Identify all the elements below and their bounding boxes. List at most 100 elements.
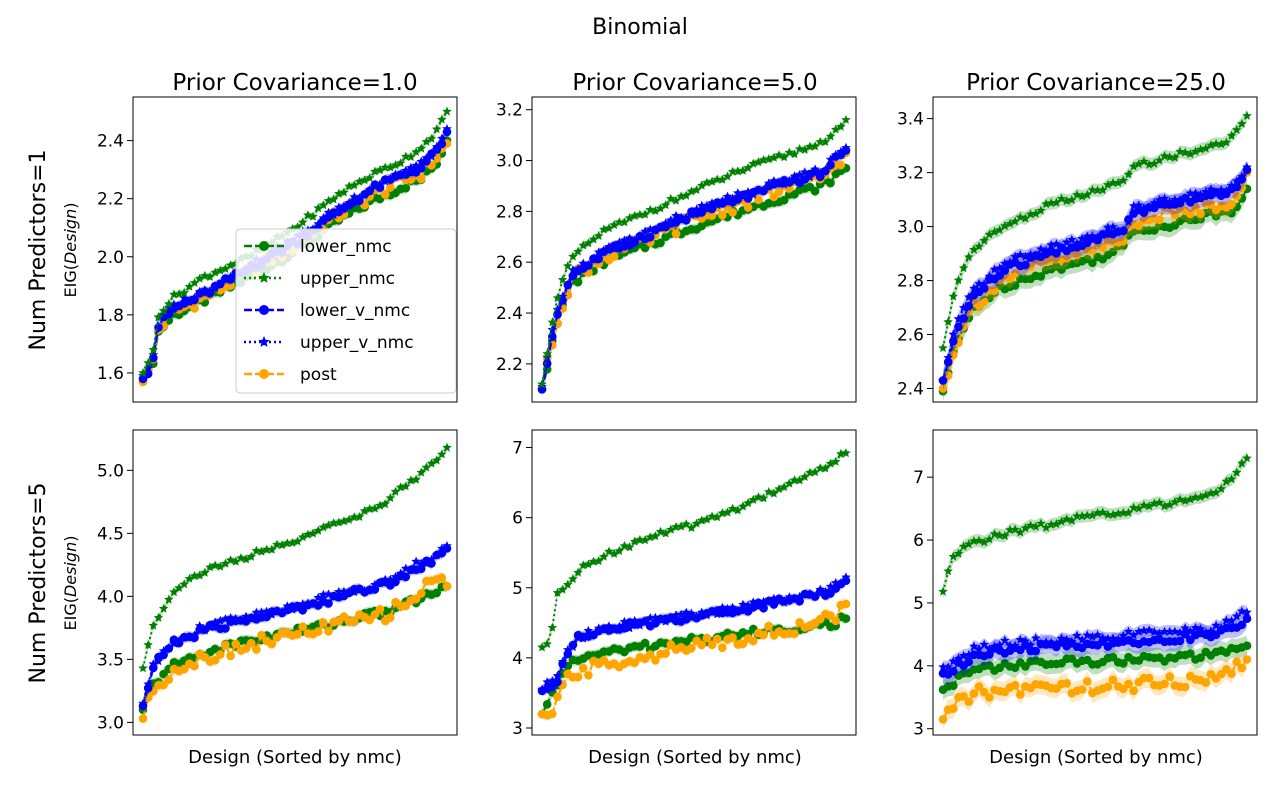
point-post [563,290,573,300]
point-upper-v-nmc [225,612,236,622]
point-upper-v-nmc [148,350,159,359]
point-upper-nmc [655,203,666,213]
point-upper-v-nmc [733,188,743,197]
point-post [938,715,948,724]
point-upper-nmc [1077,511,1087,521]
point-upper-nmc [1051,197,1062,207]
point-upper-v-nmc [764,596,774,606]
point-upper-v-nmc [779,597,789,607]
point-upper-v-nmc [655,613,666,623]
point-upper-v-nmc [1118,630,1129,640]
y-tick-label: 2.4 [97,132,124,152]
point-upper-v-nmc [681,607,691,617]
point-upper-nmc [1180,147,1190,157]
y-tick-label: 3 [512,719,523,739]
point-upper-nmc [578,560,588,570]
point-upper-v-nmc [583,260,594,270]
point-post [164,675,174,684]
point-upper-nmc [303,210,313,220]
x-axis-label-2: Design (Sorted by nmc) [588,747,802,768]
point-upper-nmc [686,523,697,532]
point-upper-v-nmc [277,606,287,616]
point-lower-nmc [1010,281,1020,290]
point-upper-nmc [1226,474,1237,484]
point-upper-nmc [220,263,231,273]
point-upper-v-nmc [179,632,189,642]
point-upper-v-nmc [1221,186,1232,196]
point-upper-nmc [681,519,691,529]
point-upper-v-nmc [292,603,303,613]
point-upper-v-nmc [630,615,640,625]
point-upper-v-nmc [738,599,748,609]
point-lower-nmc [1108,247,1118,257]
point-upper-nmc [328,194,339,204]
point-upper-v-nmc [220,274,231,284]
point-upper-nmc [401,481,411,491]
point-upper-v-nmc [789,171,800,181]
legend-box [235,228,457,394]
point-upper-nmc [691,518,702,528]
point-upper-v-nmc [691,611,702,621]
point-lower-nmc [1196,653,1205,662]
point-upper-nmc [1025,209,1036,219]
point-upper-nmc [753,492,764,502]
point-upper-v-nmc [593,623,604,633]
point-lower-v-nmc [149,353,158,363]
point-upper-v-nmc [1149,627,1159,637]
point-upper-nmc [225,260,236,270]
y-tick-label: 1.6 [97,364,124,384]
point-upper-nmc [225,555,236,565]
point-upper-nmc [143,358,153,367]
series-line-post [142,576,448,719]
point-upper-v-nmc [1237,606,1247,616]
point-upper-nmc [153,312,164,322]
point-post [938,384,948,393]
point-upper-nmc [1092,185,1103,195]
point-upper-nmc [789,475,800,485]
point-upper-v-nmc [169,638,179,648]
point-upper-v-nmc [943,352,953,362]
point-upper-v-nmc [1000,258,1010,268]
point-upper-nmc [416,467,426,477]
point-upper-v-nmc [769,176,779,186]
point-upper-nmc [836,449,846,458]
point-upper-nmc [609,220,619,230]
y-tick-label: 4 [913,657,924,677]
point-post [1160,679,1169,689]
point-lower-v-nmc [401,572,411,582]
point-upper-nmc [748,158,758,168]
point-lower-v-nmc [416,163,426,173]
y-tick-label: 6 [913,531,924,551]
band-lower-nmc [943,178,1247,402]
point-upper-v-nmc [758,185,769,195]
point-upper-v-nmc [375,578,385,588]
point-post [718,643,727,653]
point-upper-v-nmc [1190,622,1201,632]
point-upper-nmc [1134,159,1144,169]
point-post [1237,663,1247,673]
point-upper-v-nmc [1216,623,1226,633]
point-upper-nmc [411,147,421,156]
point-upper-v-nmc [385,574,396,584]
point-upper-v-nmc [588,630,599,639]
point-upper-nmc [1108,177,1118,187]
point-upper-v-nmc [1067,234,1077,244]
point-upper-v-nmc [349,192,359,201]
point-post [990,286,999,296]
point-upper-v-nmc [953,653,964,663]
point-upper-nmc [1134,503,1144,513]
point-upper-v-nmc [779,179,789,189]
point-upper-v-nmc [431,550,442,559]
point-upper-nmc [789,149,800,159]
point-upper-v-nmc [1036,638,1046,648]
point-upper-nmc [604,223,614,233]
point-upper-v-nmc [1123,216,1134,226]
legend: lower_nmc upper_nmc lower_v_nmc upper_v_nmc… [235,228,457,394]
point-upper-nmc [727,166,738,176]
point-upper-v-nmc [1056,633,1067,643]
point-upper-v-nmc [624,623,635,633]
point-upper-nmc [583,559,594,569]
y-tick-label: 3 [913,720,924,740]
point-upper-nmc [769,488,779,498]
point-upper-v-nmc [547,324,558,334]
